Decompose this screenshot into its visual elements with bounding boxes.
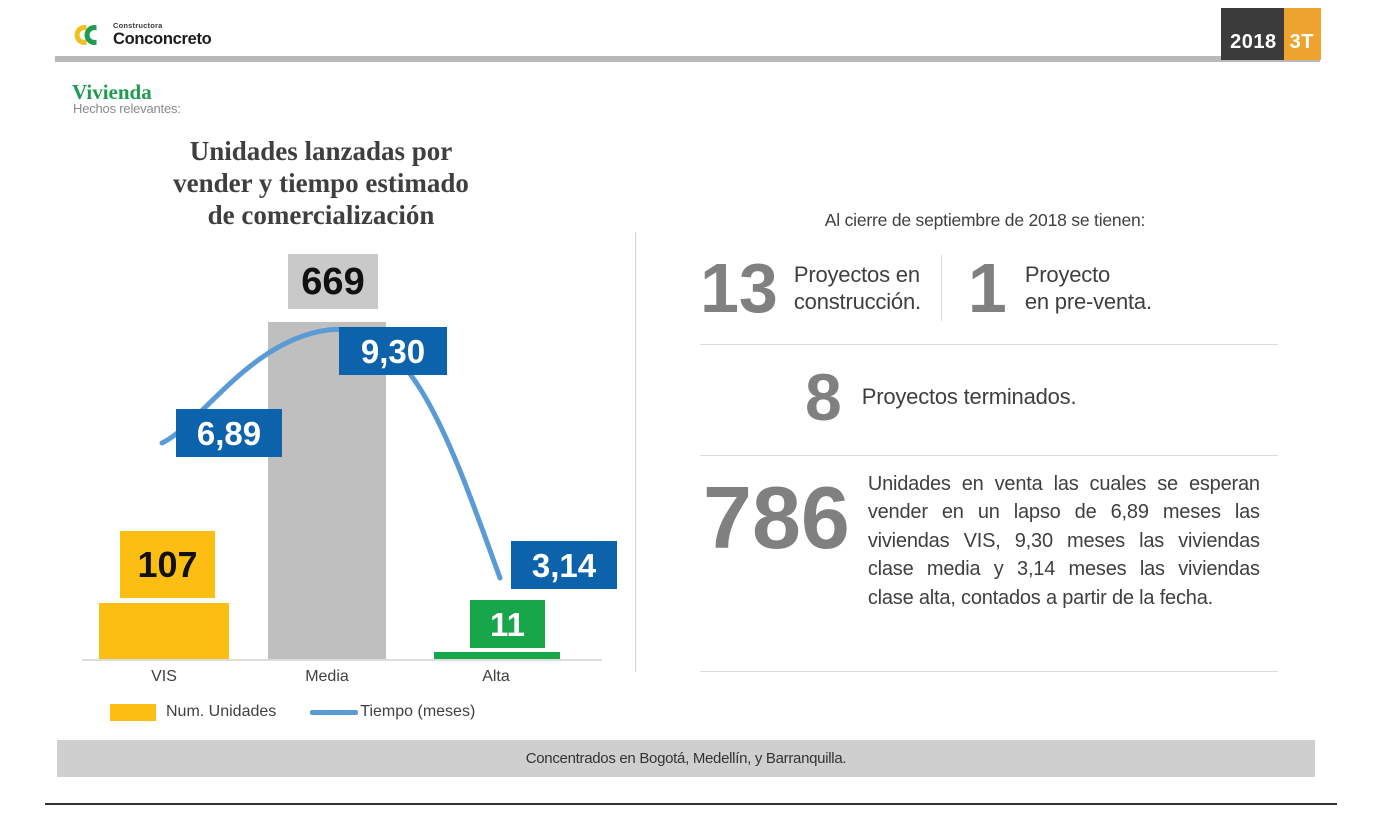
chart-title: Unidades lanzadas por vender y tiempo es…	[96, 136, 546, 232]
fact-number-units: 786	[703, 468, 850, 567]
badge-quarter: 3T	[1283, 8, 1321, 60]
bar-media	[268, 322, 386, 659]
fact-text-construction-line-2: construcción.	[793, 289, 921, 315]
fact-units-for-sale: 786 Unidades en venta las cuales se espe…	[703, 470, 1260, 612]
logo-subtitle: Constructora	[113, 21, 163, 30]
footer-divider	[45, 803, 1337, 805]
fact-text-construction-line-1: Proyectos en	[793, 261, 920, 287]
chart-title-line-3: de comercialización	[207, 199, 435, 230]
legend-label-units: Num. Unidades	[166, 703, 277, 720]
legend-item-units: Num. Unidades	[110, 703, 276, 721]
bar-alta	[434, 652, 560, 659]
panel-divider	[635, 232, 636, 672]
conconcreto-double-c-logo-icon	[72, 24, 106, 46]
facts-cell-divider	[940, 255, 942, 321]
bar-vis	[99, 603, 229, 659]
fact-projects-presale: 1 Proyecto en pre-venta.	[967, 249, 1152, 327]
chart-title-line-1: Unidades lanzadas por	[189, 136, 453, 166]
value-label-media-time: 9,30	[339, 327, 447, 375]
x-tick-vis: VIS	[151, 668, 177, 685]
legend-line-time-icon	[310, 709, 359, 715]
x-tick-alta: Alta	[482, 668, 510, 685]
facts-hr-3	[700, 671, 1278, 672]
chart-title-line-2: vender y tiempo estimado	[173, 167, 469, 198]
value-label-media-units: 669	[288, 254, 378, 309]
fact-text-presale: Proyecto en pre-venta.	[1025, 261, 1152, 316]
fact-text-construction: Proyectos en construcción.	[794, 261, 921, 316]
legend-label-time: Tiempo (meses)	[360, 703, 476, 720]
brand-logo: Constructora Conconcreto	[72, 21, 212, 48]
footer-note-band: Concentrados en Bogotá, Medellín, y Barr…	[57, 740, 1315, 777]
period-badge: 2018 3T	[1221, 8, 1321, 60]
fact-text-finished: Proyectos terminados.	[861, 384, 1077, 410]
value-label-alta-time: 3,14	[511, 541, 617, 589]
facts-row-projects: 13 Proyectos en construcción. 1 Proyecto…	[700, 249, 1300, 327]
facts-hr-1	[700, 344, 1278, 345]
facts-panel: Al cierre de septiembre de 2018 se tiene…	[660, 210, 1310, 231]
legend-swatch-units-icon	[110, 703, 156, 721]
fact-projects-finished: 8 Proyectos terminados.	[805, 360, 1077, 434]
facts-heading: Al cierre de septiembre de 2018 se tiene…	[824, 210, 1146, 230]
value-label-alta-units: 11	[470, 600, 545, 648]
logo-wordmark: Conconcreto	[113, 29, 212, 48]
fact-text-units: Unidades en venta las cuales se esperan …	[867, 473, 1260, 609]
facts-hr-2	[700, 455, 1278, 456]
x-tick-media: Media	[305, 668, 349, 685]
value-label-vis-units: 107	[120, 531, 215, 598]
fact-projects-construction: 13 Proyectos en construcción.	[700, 249, 921, 327]
section-title: Vivienda	[72, 80, 152, 104]
fact-text-presale-line-1: Proyecto	[1024, 261, 1111, 287]
badge-year: 2018	[1221, 8, 1284, 60]
chart-legend: Num. Unidades Tiempo (meses)	[110, 703, 475, 721]
value-label-vis-time: 6,89	[176, 409, 282, 457]
fact-number-presale: 1	[967, 249, 1007, 327]
header-divider	[55, 56, 1320, 62]
legend-item-time: Tiempo (meses)	[310, 703, 475, 721]
x-axis-line	[82, 659, 602, 661]
footer-note-text: Concentrados en Bogotá, Medellín, y Barr…	[525, 750, 847, 767]
section-subtitle: Hechos relevantes:	[73, 101, 181, 116]
fact-number-construction: 13	[700, 249, 778, 327]
fact-number-finished: 8	[805, 360, 842, 434]
fact-text-presale-line-2: en pre-venta.	[1024, 289, 1152, 315]
